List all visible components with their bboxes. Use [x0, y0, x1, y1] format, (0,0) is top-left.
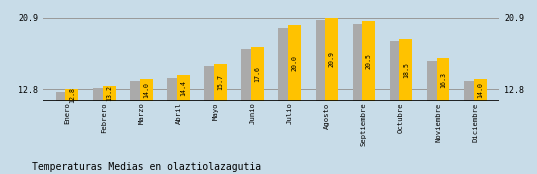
- Bar: [204, 66, 217, 101]
- Text: 15.7: 15.7: [217, 74, 223, 90]
- Text: Temperaturas Medias en olaztiolazagutia: Temperaturas Medias en olaztiolazagutia: [32, 162, 262, 172]
- Bar: [474, 79, 487, 101]
- Bar: [427, 61, 440, 101]
- Text: 13.2: 13.2: [106, 85, 112, 101]
- Bar: [66, 89, 78, 101]
- Text: 12.8: 12.8: [69, 87, 75, 103]
- Bar: [390, 41, 403, 101]
- Text: 14.0: 14.0: [477, 82, 483, 98]
- Bar: [93, 89, 106, 101]
- Text: 14.4: 14.4: [180, 80, 186, 96]
- Bar: [251, 47, 264, 101]
- Text: 18.5: 18.5: [403, 62, 409, 78]
- Text: 20.9: 20.9: [329, 51, 335, 67]
- Bar: [214, 64, 227, 101]
- Text: 20.0: 20.0: [292, 55, 297, 71]
- Bar: [316, 20, 329, 101]
- Text: 14.0: 14.0: [143, 82, 149, 98]
- Text: 16.3: 16.3: [440, 72, 446, 88]
- Bar: [325, 18, 338, 101]
- Bar: [56, 92, 69, 101]
- Bar: [177, 75, 190, 101]
- Bar: [288, 25, 301, 101]
- Bar: [437, 58, 449, 101]
- Bar: [167, 78, 180, 101]
- Text: 20.5: 20.5: [366, 53, 372, 69]
- Text: 17.6: 17.6: [255, 66, 260, 82]
- Bar: [464, 81, 477, 101]
- Bar: [103, 86, 115, 101]
- Bar: [400, 39, 412, 101]
- Bar: [241, 49, 255, 101]
- Bar: [278, 28, 292, 101]
- Bar: [140, 79, 153, 101]
- Bar: [130, 81, 143, 101]
- Bar: [353, 24, 366, 101]
- Bar: [362, 21, 375, 101]
